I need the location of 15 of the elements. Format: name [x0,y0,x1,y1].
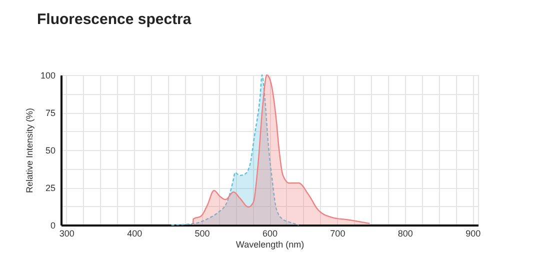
x-tick-label: 700 [330,228,346,238]
x-tick-label: 300 [59,228,74,238]
y-tick-label: 100 [40,70,56,80]
x-tick-label: 800 [398,228,413,238]
x-tick-label: 400 [127,228,142,238]
y-axis-title: Relative Intensity (%) [24,108,34,194]
y-tick-label: 25 [45,183,56,193]
y-tick-label: 75 [45,108,56,118]
y-tick-label: 50 [45,146,56,156]
x-tick-label: 500 [194,228,210,238]
x-tick-label: 900 [466,228,481,238]
y-tick-label: 0 [50,220,56,230]
chart-title: Fluorescence spectra [37,11,192,28]
x-axis-title: Wavelength (nm) [236,240,304,250]
x-tick-label: 600 [262,228,278,238]
